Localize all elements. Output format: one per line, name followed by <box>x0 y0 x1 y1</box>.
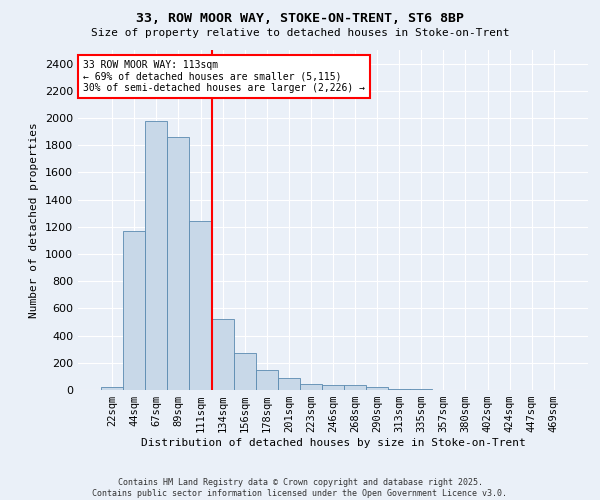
Bar <box>167 137 190 390</box>
Text: Size of property relative to detached houses in Stoke-on-Trent: Size of property relative to detached ho… <box>91 28 509 38</box>
Bar <box>366 388 388 390</box>
Text: 33, ROW MOOR WAY, STOKE-ON-TRENT, ST6 8BP: 33, ROW MOOR WAY, STOKE-ON-TRENT, ST6 8B… <box>136 12 464 26</box>
Bar <box>190 222 212 390</box>
Y-axis label: Number of detached properties: Number of detached properties <box>29 122 40 318</box>
Text: Contains HM Land Registry data © Crown copyright and database right 2025.
Contai: Contains HM Land Registry data © Crown c… <box>92 478 508 498</box>
X-axis label: Distribution of detached houses by size in Stoke-on-Trent: Distribution of detached houses by size … <box>140 438 526 448</box>
Bar <box>300 384 322 390</box>
Bar <box>233 352 256 390</box>
Bar <box>344 385 366 390</box>
Bar <box>278 378 300 390</box>
Bar <box>145 120 167 390</box>
Bar <box>101 386 123 390</box>
Bar <box>322 384 344 390</box>
Bar <box>256 370 278 390</box>
Bar <box>212 320 233 390</box>
Text: 33 ROW MOOR WAY: 113sqm
← 69% of detached houses are smaller (5,115)
30% of semi: 33 ROW MOOR WAY: 113sqm ← 69% of detache… <box>83 60 365 94</box>
Bar <box>123 231 145 390</box>
Bar <box>388 388 410 390</box>
